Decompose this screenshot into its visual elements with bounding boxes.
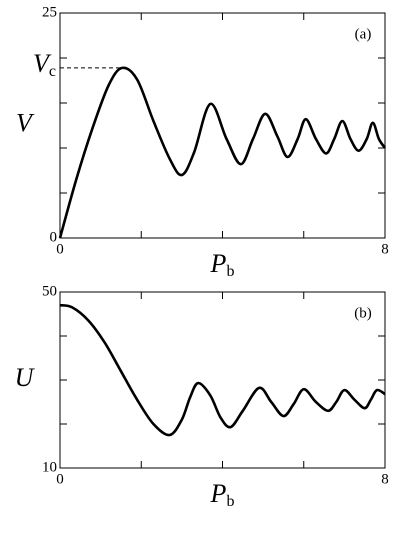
y-tick-label: 0 [50,229,58,245]
y-axis-label: U [15,363,36,392]
x-axis-label-sub: b [226,493,234,510]
y-tick-label: 10 [42,459,57,475]
x-tick-label: 0 [56,241,64,257]
panel-label: (b) [354,305,372,321]
x-tick-label: 0 [56,471,64,487]
x-axis-label-sub: b [226,263,234,280]
x-tick-label: 8 [381,241,389,257]
x-axis-label-main: P [210,479,227,508]
x-axis-label: Pb [210,249,235,280]
curve [59,303,386,437]
annotation-label: Vc [33,49,56,80]
y-axis-label: V [16,108,35,137]
x-tick-label: 8 [381,471,389,487]
panel-label: (a) [355,26,372,42]
y-tick-label: 50 [42,283,57,299]
plot-frame [59,291,386,469]
x-axis-label: Pb [210,479,235,510]
annotation-label-sub: c [49,63,56,80]
x-axis-label-main: P [210,249,227,278]
annotation-label-main: V [33,49,52,78]
curve [58,66,387,239]
y-tick-label: 25 [42,4,57,20]
